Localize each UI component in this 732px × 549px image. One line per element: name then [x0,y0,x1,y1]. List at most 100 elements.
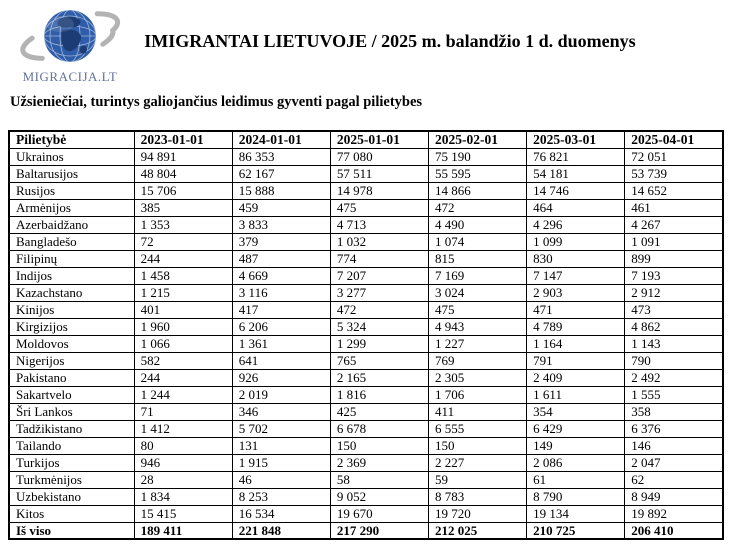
count-cell: 4 943 [428,317,528,336]
count-cell: 1 915 [231,453,331,472]
count-cell: 7 193 [624,266,724,285]
count-cell: 16 534 [231,504,331,523]
table-body: Ukrainos 94 891 86 353 77 080 75 190 76 821 72… [8,147,724,540]
count-cell: 472 [428,198,528,217]
count-cell: 1 353 [133,215,233,234]
count-cell: 2 086 [526,453,626,472]
count-cell: 417 [231,300,331,319]
count-cell: 790 [624,351,724,370]
logo-text: MIGRACIJA.LT [22,69,118,84]
column-header-date-3: 2025-01-01 [329,130,430,149]
count-cell: 1 215 [133,283,233,302]
count-cell: 769 [428,351,528,370]
count-cell: 461 [624,198,724,217]
count-cell: 19 892 [624,504,724,523]
count-cell: 6 376 [624,419,724,438]
count-cell: 1 706 [428,385,528,404]
table-row: Kitos 15 415 16 534 19 670 19 720 19 134 19 89… [8,504,724,523]
count-cell: 86 353 [231,147,331,166]
count-cell: 946 [133,453,233,472]
count-cell: 2 047 [624,453,724,472]
citizenship-cell: Armėnijos [8,198,135,217]
column-header-date-1: 2023-01-01 [133,130,233,149]
count-cell: 1 412 [133,419,233,438]
count-cell: 72 051 [624,147,724,166]
count-cell: 926 [231,368,331,387]
count-cell: 14 652 [624,181,724,200]
count-cell: 8 253 [231,487,331,506]
count-cell: 1 611 [526,385,626,404]
count-cell: 2 369 [329,453,430,472]
count-cell: 385 [133,198,233,217]
table-row: Sakartvelo 1 244 2 019 1 816 1 706 1 611 1 555 [8,385,724,404]
table-row: Armėnijos 385 459 475 472 464 461 [8,198,724,217]
count-cell: 1 099 [526,232,626,251]
count-cell: 19 134 [526,504,626,523]
count-cell: 3 833 [231,215,331,234]
count-cell: 641 [231,351,331,370]
table-header-row: Pilietybė 2023-01-01 2024-01-01 2025-01-… [8,130,724,149]
count-cell: 8 949 [624,487,724,506]
count-cell: 4 713 [329,215,430,234]
table-row: Ukrainos 94 891 86 353 77 080 75 190 76 821 72… [8,147,724,166]
count-cell: 75 190 [428,147,528,166]
count-cell: 830 [526,249,626,268]
count-cell: 77 080 [329,147,430,166]
count-cell: 464 [526,198,626,217]
count-cell: 815 [428,249,528,268]
count-cell: 6 206 [231,317,331,336]
citizenship-cell: Kirgizijos [8,317,135,336]
count-cell: 221 848 [231,521,331,540]
count-cell: 150 [329,436,430,455]
count-cell: 1 091 [624,232,724,251]
count-cell: 14 978 [329,181,430,200]
count-cell: 62 167 [231,164,331,183]
count-cell: 244 [133,249,233,268]
count-cell: 80 [133,436,233,455]
table-row: Baltarusijos 48 804 62 167 57 511 55 595 54 1… [8,164,724,183]
count-cell: 15 415 [133,504,233,523]
count-cell: 899 [624,249,724,268]
count-cell: 15 888 [231,181,331,200]
count-cell: 1 458 [133,266,233,285]
immigrants-table: Pilietybė 2023-01-01 2024-01-01 2025-01-… [8,130,724,540]
count-cell: 59 [428,470,528,489]
table-row: Tadžikistano 1 412 5 702 6 678 6 555 6 429 6 3… [8,419,724,438]
count-cell: 2 492 [624,368,724,387]
count-cell: 459 [231,198,331,217]
table-row: Turkijos 946 1 915 2 369 2 227 2 086 2 047 [8,453,724,472]
count-cell: 1 074 [428,232,528,251]
count-cell: 425 [329,402,430,421]
count-cell: 19 670 [329,504,430,523]
citizenship-cell: Uzbekistano [8,487,135,506]
table-row: Filipinų 244 487 774 815 830 899 [8,249,724,268]
citizenship-cell: Rusijos [8,181,135,200]
count-cell: 62 [624,470,724,489]
table-row: Tailando 80 131 150 150 149 146 [8,436,724,455]
count-cell: 15 706 [133,181,233,200]
count-cell: 61 [526,470,626,489]
citizenship-cell: Kitos [8,504,135,523]
citizenship-cell: Sakartvelo [8,385,135,404]
count-cell: 2 409 [526,368,626,387]
count-cell: 5 702 [231,419,331,438]
count-cell: 189 411 [133,521,233,540]
count-cell: 9 052 [329,487,430,506]
table-row: Rusijos 15 706 15 888 14 978 14 866 14 746 14 … [8,181,724,200]
count-cell: 1 066 [133,334,233,353]
count-cell: 1 164 [526,334,626,353]
count-cell: 19 720 [428,504,528,523]
count-cell: 765 [329,351,430,370]
count-cell: 3 116 [231,283,331,302]
count-cell: 217 290 [329,521,430,540]
count-cell: 14 866 [428,181,528,200]
count-cell: 2 903 [526,283,626,302]
count-cell: 244 [133,368,233,387]
count-cell: 346 [231,402,331,421]
table-row: Turkmėnijos 28 46 58 59 61 62 [8,470,724,489]
count-cell: 2 305 [428,368,528,387]
citizenship-cell: Šri Lankos [8,402,135,421]
count-cell: 4 296 [526,215,626,234]
table-row: Pakistano 244 926 2 165 2 305 2 409 2 492 [8,368,724,387]
count-cell: 475 [428,300,528,319]
